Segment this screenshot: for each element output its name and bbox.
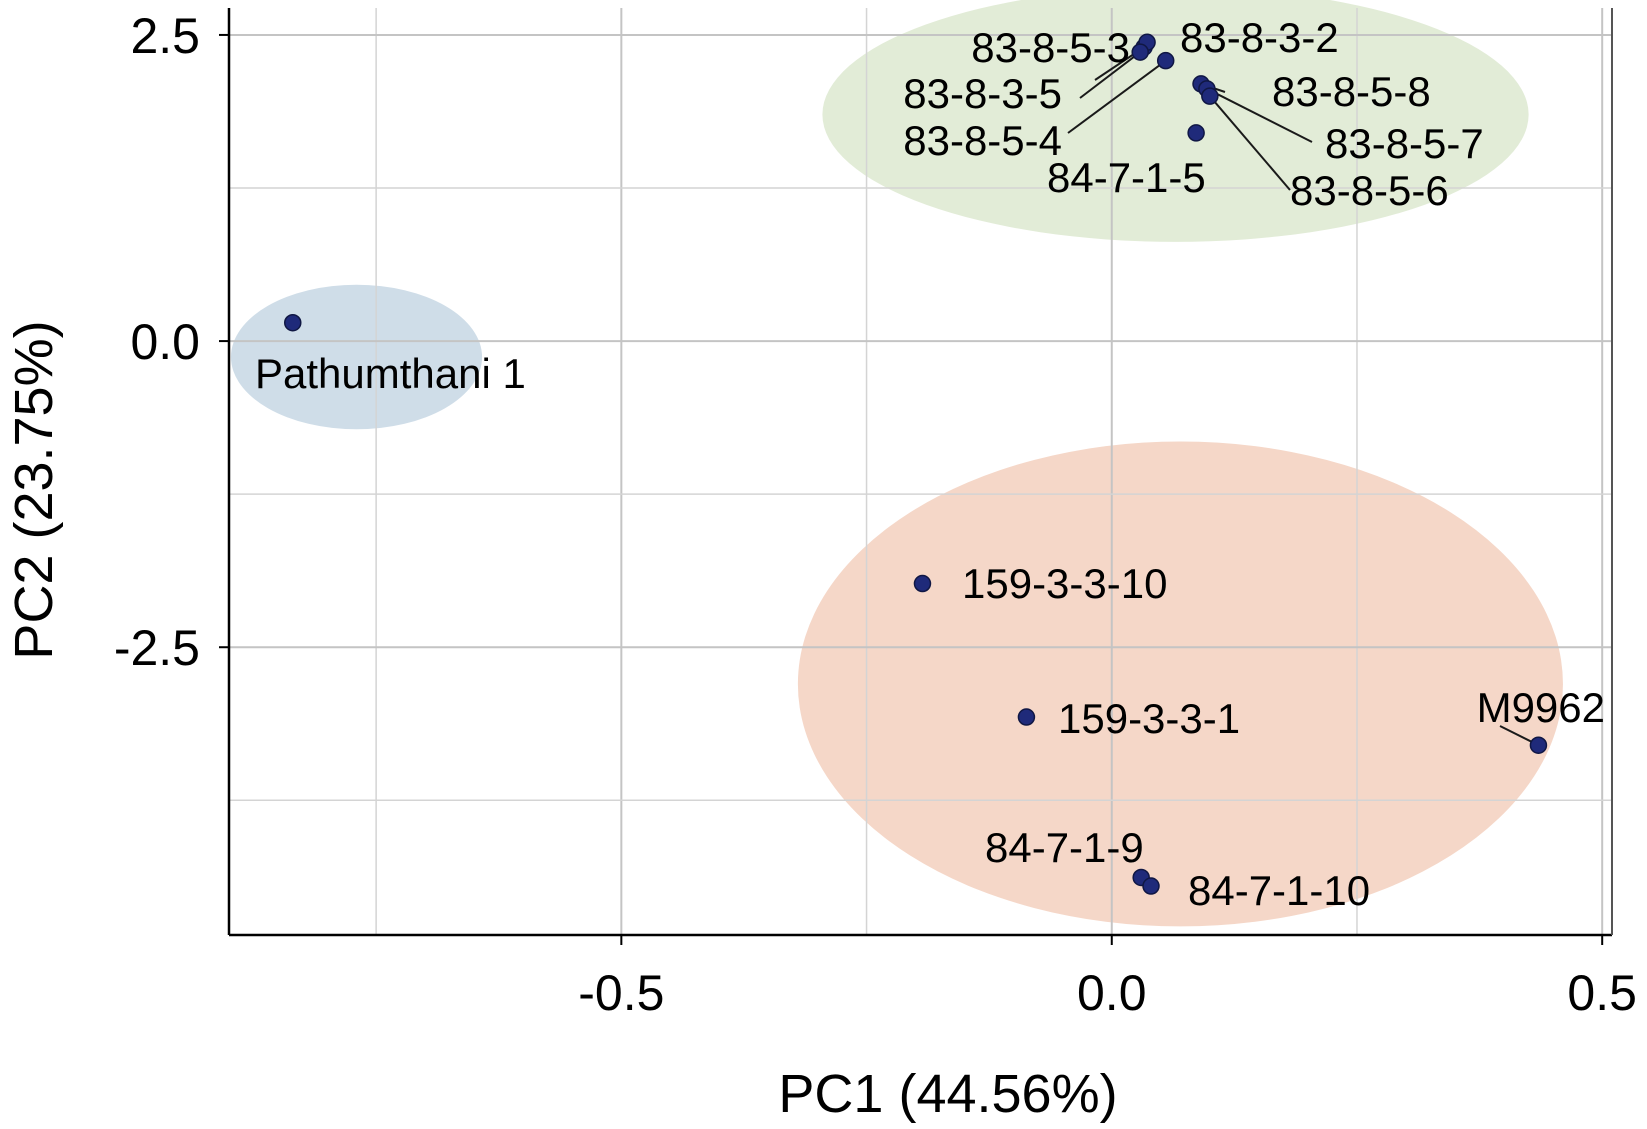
point-label: M9962 [1477, 684, 1605, 731]
data-point [1017, 708, 1036, 726]
grid-lines [229, 8, 1612, 935]
point-labels: Pathumthani 183-8-5-3 83-8-3-283-8-3-583-… [255, 14, 1605, 914]
point-label: 84-7-1-10 [1188, 867, 1370, 914]
data-point [1156, 51, 1175, 70]
y-tick-label: -2.5 [114, 620, 200, 676]
data-points [284, 33, 1548, 895]
label-connector [1067, 59, 1167, 134]
x-axis-title: PC1 (44.56%) [778, 1064, 1117, 1124]
point-label: 84-7-1-9 [985, 824, 1144, 871]
point-label: 83-8-5-6 [1290, 167, 1449, 214]
point-label: 83-8-3-5 [903, 70, 1062, 117]
y-axis-title: PC2 (23.75%) [4, 320, 64, 659]
data-point [913, 574, 932, 593]
point-label: Pathumthani 1 [255, 350, 526, 397]
group-ellipse-2 [822, 0, 1529, 242]
data-point [1187, 124, 1205, 142]
group-ellipse-3 [797, 441, 1563, 927]
group-ellipses [230, 0, 1563, 927]
label-connector [1206, 87, 1313, 143]
data-point [284, 313, 302, 332]
tick-labels: -0.5 0.0 0.5 2.5 0.0 -2.5 [114, 8, 1637, 1021]
point-label: 159-3-3-1 [1058, 695, 1240, 742]
point-label: 83-8-5-4 [903, 117, 1062, 164]
point-label: 83-8-5-3 [971, 24, 1130, 71]
point-label: 83-8-5-8 [1272, 68, 1431, 115]
x-tick-label: 0.0 [1077, 965, 1147, 1021]
x-tick-label: 0.5 [1567, 965, 1637, 1021]
axes [219, 8, 1613, 945]
data-point [1201, 87, 1219, 105]
x-tick-label: -0.5 [578, 965, 664, 1021]
y-tick-label: 2.5 [130, 8, 200, 64]
point-label: 83-8-3-2 [1180, 14, 1339, 61]
data-point [1131, 43, 1149, 61]
point-label: 84-7-1-5 [1047, 154, 1206, 201]
label-connector [1209, 95, 1291, 191]
y-tick-label: 0.0 [130, 314, 200, 370]
point-label: 83-8-5-7 [1325, 120, 1484, 167]
data-point [1142, 877, 1160, 895]
label-connectors [1067, 46, 1539, 747]
point-label: 159-3-3-10 [962, 560, 1167, 607]
data-point [1529, 736, 1548, 754]
label-connector [1079, 51, 1141, 99]
